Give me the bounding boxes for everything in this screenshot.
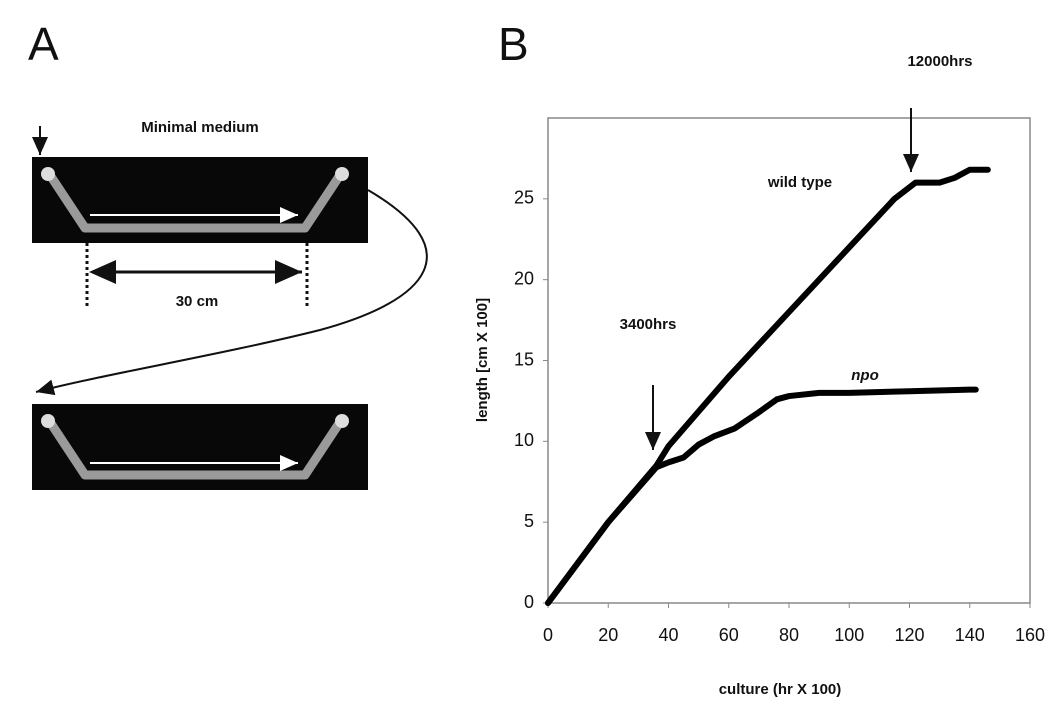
x-axis-label: culture (hr X 100) [719, 681, 842, 698]
x-tick-label: 160 [1015, 625, 1045, 645]
y-tick-label: 25 [514, 188, 534, 208]
panel-label: B [498, 18, 529, 70]
tube-image [32, 404, 368, 490]
x-tick-label: 0 [543, 625, 553, 645]
y-tick-label: 0 [524, 592, 534, 612]
series-label: npo [851, 367, 879, 384]
y-tick-label: 5 [524, 511, 534, 531]
panel-label: A [28, 18, 59, 70]
distance-label: 30 cm [176, 293, 219, 310]
x-tick-label: 80 [779, 625, 799, 645]
x-tick-label: 60 [719, 625, 739, 645]
y-tick-label: 10 [514, 430, 534, 450]
y-tick-label: 15 [514, 349, 534, 369]
x-tick-label: 100 [834, 625, 864, 645]
panel-title: Minimal medium [141, 119, 259, 136]
tube-image [32, 157, 368, 243]
x-tick-label: 120 [894, 625, 924, 645]
y-tick-label: 20 [514, 268, 534, 288]
annotation: 3400hrs [620, 316, 677, 333]
series-label: wild type [767, 174, 832, 191]
x-tick-label: 20 [598, 625, 618, 645]
curved-arrow [35, 189, 428, 396]
annotation: 12000hrs [907, 53, 972, 70]
data-line [545, 166, 991, 606]
x-tick-label: 140 [955, 625, 985, 645]
data-line [545, 386, 979, 606]
y-axis-label: length [cm X 100] [474, 298, 491, 422]
x-tick-label: 40 [658, 625, 678, 645]
